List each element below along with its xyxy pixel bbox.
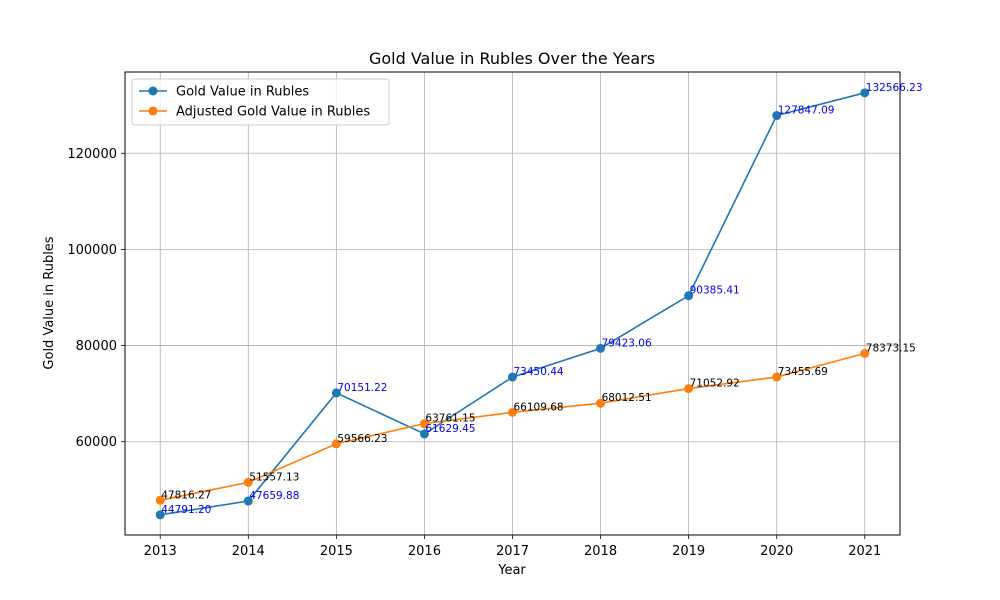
x-tick-label: 2015: [320, 544, 353, 559]
data-labels: 44791.20 47659.88 70151.22 61629.45 73450.44…: [161, 82, 922, 516]
data-point: [243, 477, 253, 487]
data-label: 63761.15: [425, 413, 475, 425]
legend-marker: [148, 86, 158, 96]
y-tick-label: 60000: [76, 435, 117, 450]
data-label: 59566.23: [337, 433, 387, 445]
x-tick-label: 2013: [144, 544, 177, 559]
data-label: 44791.20: [161, 504, 211, 516]
legend-label: Adjusted Gold Value in Rubles: [176, 105, 370, 120]
chart-title: Gold Value in Rubles Over the Years: [369, 49, 655, 68]
y-axis-label: Gold Value in Rubles: [42, 236, 57, 369]
y-tick-label: 80000: [76, 339, 117, 354]
data-point: [596, 398, 606, 408]
x-axis: 2013 2014 2015 2016 2017 2018 2019 2020 2021: [144, 535, 881, 559]
data-point: [155, 495, 165, 505]
data-label: 61629.45: [425, 423, 475, 435]
data-point: [772, 111, 782, 121]
data-label: 73455.69: [778, 366, 828, 378]
data-point: [684, 384, 694, 394]
series-1: [155, 88, 870, 520]
x-tick-label: 2021: [848, 544, 881, 559]
data-point: [331, 388, 341, 398]
series-2: [155, 348, 870, 505]
y-axis: 60000 80000 100000 120000: [67, 147, 125, 450]
data-label: 68012.51: [602, 392, 652, 404]
data-point: [331, 439, 341, 449]
data-point: [155, 510, 165, 520]
legend-item: Gold Value in Rubles: [139, 85, 309, 100]
data-label: 51557.13: [249, 471, 299, 483]
data-label: 79423.06: [602, 337, 652, 349]
data-label: 71052.92: [690, 378, 740, 390]
data-point: [419, 419, 429, 429]
y-tick-label: 120000: [67, 147, 117, 162]
x-tick-label: 2014: [232, 544, 265, 559]
legend-label: Gold Value in Rubles: [176, 85, 309, 100]
x-tick-label: 2018: [584, 544, 617, 559]
data-point: [860, 88, 870, 98]
data-point: [860, 348, 870, 358]
legend: Gold Value in Rubles Adjusted Gold Value …: [131, 78, 390, 126]
x-tick-label: 2016: [408, 544, 441, 559]
data-point: [684, 291, 694, 301]
data-label: 127847.09: [778, 105, 835, 117]
y-tick-label: 100000: [67, 243, 117, 258]
data-label: 47659.88: [249, 490, 299, 502]
data-point: [508, 407, 517, 417]
legend-box: [131, 78, 390, 126]
series-layer: [155, 88, 870, 520]
data-point: [419, 429, 429, 439]
legend-item: Adjusted Gold Value in Rubles: [139, 105, 370, 120]
x-axis-label: Year: [497, 563, 526, 578]
data-point: [772, 372, 782, 382]
grid: [125, 72, 900, 535]
legend-marker: [148, 106, 158, 116]
data-label: 78373.15: [866, 342, 916, 354]
data-label: 132566.23: [866, 82, 923, 94]
data-label: 66109.68: [514, 401, 564, 413]
data-point: [596, 343, 606, 353]
data-label: 47816.27: [161, 489, 211, 501]
data-label: 73450.44: [514, 366, 564, 378]
data-point: [243, 496, 253, 506]
data-label: 90385.41: [690, 285, 740, 297]
x-tick-label: 2020: [760, 544, 793, 559]
data-label: 70151.22: [337, 382, 387, 394]
x-tick-label: 2017: [496, 544, 529, 559]
data-point: [508, 372, 517, 382]
x-tick-label: 2019: [672, 544, 705, 559]
